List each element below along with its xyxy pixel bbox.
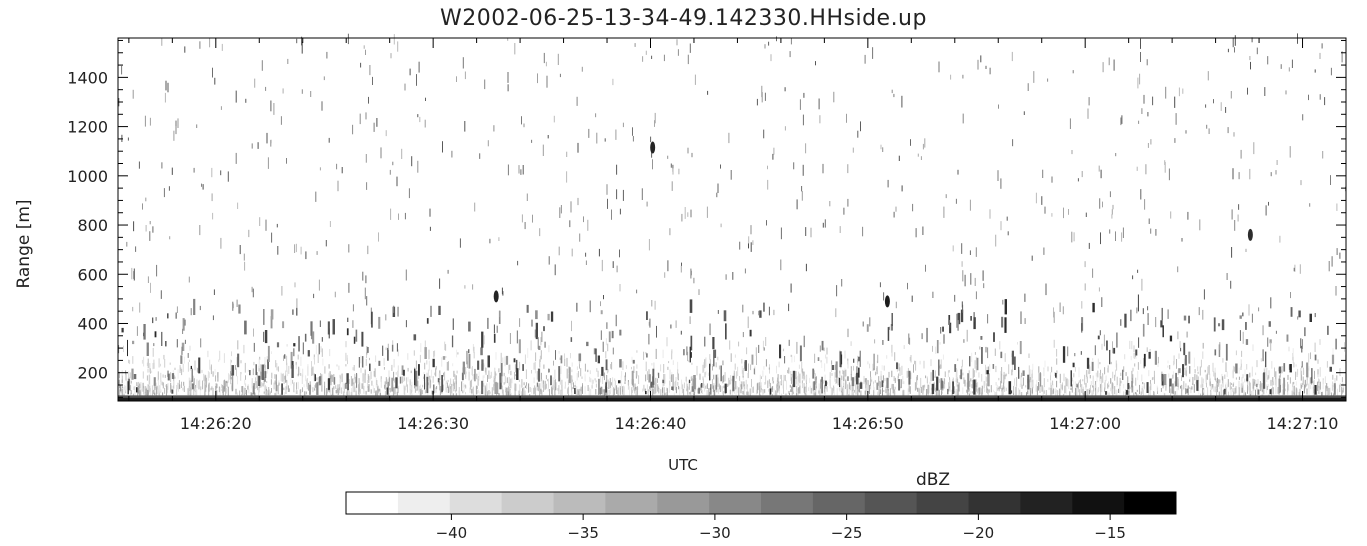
- colorbar-step: [501, 492, 554, 514]
- x-tick-label: 14:26:30: [397, 414, 469, 433]
- echo-feature: [1247, 228, 1253, 241]
- colorbar-tick-label: −40: [436, 524, 468, 542]
- plot-frame: [117, 37, 1347, 402]
- y-tick-label: 400: [77, 314, 108, 333]
- echo-feature: [493, 290, 499, 303]
- colorbar-step: [605, 492, 658, 514]
- colorbar-tick-label: −15: [1094, 524, 1126, 542]
- x-tick-label: 14:26:20: [180, 414, 252, 433]
- colorbar-step: [1072, 492, 1125, 514]
- y-tick-label: 1200: [67, 118, 108, 137]
- x-tick-label: 14:27:10: [1267, 414, 1339, 433]
- y-axis-label: Range [m]: [14, 199, 34, 289]
- colorbar-step: [812, 492, 866, 514]
- reflectivity-field: [118, 33, 1347, 401]
- colorbar-step: [346, 492, 399, 514]
- colorbar-tick-label: −25: [831, 524, 863, 542]
- echo-feature: [650, 141, 656, 154]
- x-axis-label: UTC: [668, 456, 698, 474]
- colorbar-step: [657, 492, 710, 514]
- colorbar-step: [1020, 492, 1073, 514]
- colorbar-step: [553, 492, 606, 514]
- y-tick-label: 1400: [67, 68, 108, 87]
- colorbar-frame: [345, 491, 1177, 515]
- chart-title: W2002-06-25-13-34-49.142330.HHside.up: [440, 6, 927, 31]
- x-tick-label: 14:27:00: [1049, 414, 1121, 433]
- colorbar-step: [1124, 492, 1177, 514]
- x-tick-label: 14:26:50: [832, 414, 904, 433]
- x-tick-label: 14:26:40: [615, 414, 687, 433]
- colorbar-step: [397, 492, 451, 514]
- colorbar-step: [968, 492, 1021, 514]
- ground-clutter-band: [118, 395, 1346, 401]
- y-tick-label: 600: [77, 265, 108, 284]
- colorbar-tick-label: −35: [567, 524, 599, 542]
- colorbar-step: [761, 492, 814, 514]
- colorbar-step: [709, 492, 762, 514]
- y-tick-label: 800: [77, 216, 108, 235]
- y-tick-label: 200: [77, 364, 108, 383]
- colorbar-tick-label: −20: [963, 524, 995, 542]
- colorbar-step: [449, 492, 503, 514]
- y-tick-label: 1000: [67, 167, 108, 186]
- colorbar-step: [864, 492, 918, 514]
- echo-feature: [884, 295, 890, 308]
- colorbar-tick-label: −30: [699, 524, 731, 542]
- colorbar-step: [916, 492, 969, 514]
- colorbar-label: dBZ: [915, 470, 951, 490]
